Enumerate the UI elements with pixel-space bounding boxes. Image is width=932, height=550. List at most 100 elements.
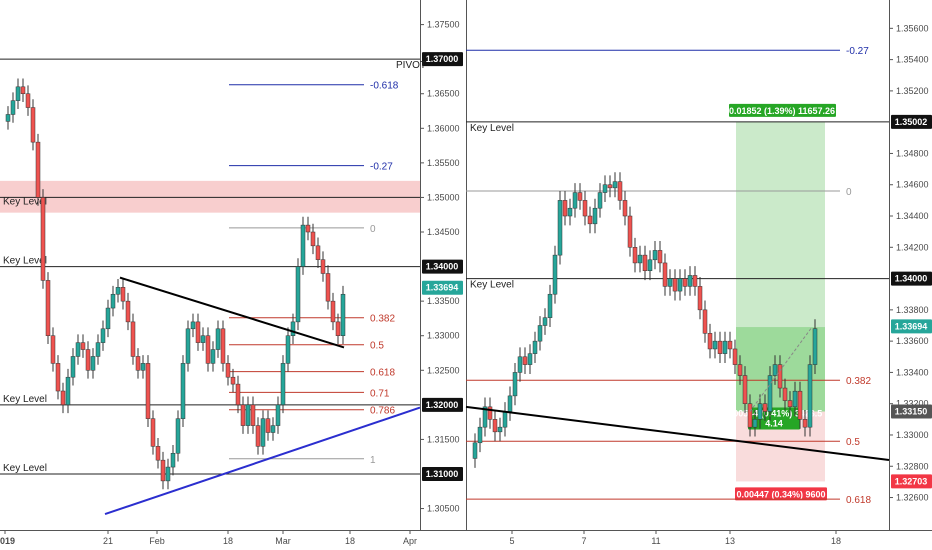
left-price-tag: 1.37000 (426, 54, 459, 64)
left-key-level-label: Key Level (3, 196, 47, 207)
right-fib-label: 0.618 (846, 495, 871, 506)
left-candle-body (175, 418, 181, 454)
right-candle-body (492, 419, 498, 433)
left-tick-label: 1.35000 (427, 192, 460, 202)
right-candle-body (537, 325, 543, 342)
right-candle-body (662, 262, 668, 287)
left-fib-label: 0.71 (370, 388, 390, 399)
right-candle-body (642, 254, 648, 272)
left-candle-body (130, 321, 136, 357)
right-tick-label: 1.33200 (896, 399, 929, 409)
right-candle-body (587, 215, 593, 225)
right-price-tag: 1.32703 (895, 476, 928, 486)
left-key-level-label: Key Level (3, 256, 47, 267)
left-x-tick-label: Feb (149, 536, 165, 546)
right-candle-body (717, 340, 723, 354)
right-price-tag-bg (891, 404, 932, 419)
right-price-tag-bg (891, 319, 932, 334)
left-tick-label: 1.34500 (427, 227, 460, 237)
left-price-tag-bg (422, 466, 463, 481)
left-candle-body (10, 100, 16, 115)
right-candles (472, 172, 818, 468)
right-candle-body (657, 250, 663, 264)
left-candle-body (290, 321, 296, 336)
position-stop-label: 0.00447 (0.34%) 9600 (736, 489, 825, 499)
left-candle-body (200, 335, 206, 343)
right-tick-label: 1.35600 (896, 23, 929, 33)
left-candle-body (315, 245, 321, 260)
left-candle-body (115, 287, 121, 295)
right-candle-body (557, 200, 563, 256)
left-tick-label: 1.33000 (427, 331, 460, 341)
left-fib-label: 0.786 (370, 406, 395, 417)
left-x-tick-label: 18 (223, 536, 233, 546)
left-price-tag: 1.32000 (426, 400, 459, 410)
left-candle-body (195, 321, 201, 343)
left-price-tag-bg (422, 397, 463, 412)
pivot-label: PIVOT (396, 60, 426, 71)
left-tick-label: 1.36500 (427, 89, 460, 99)
left-candle-body (100, 328, 106, 343)
left-candle-body (255, 425, 261, 447)
position-target-label-bg (729, 103, 836, 117)
left-candle-body (215, 328, 221, 350)
right-candle-body (707, 333, 713, 350)
right-candle-body (687, 275, 693, 287)
left-candle-body (85, 349, 91, 371)
left-tick-label: 1.31500 (427, 434, 460, 444)
left-candle-body (225, 363, 231, 378)
left-candle-body (80, 342, 86, 350)
right-candle-body (792, 390, 798, 408)
left-candle-body (270, 425, 276, 433)
left-price-tag: 1.33694 (426, 283, 459, 293)
left-candle-body (15, 86, 21, 101)
left-candle-body (250, 404, 256, 426)
left-price-tag-bg (422, 52, 463, 67)
right-candle-body (677, 278, 683, 292)
left-candle-body (220, 328, 226, 364)
left-x-tick-label: Apr (403, 536, 417, 546)
left-candle-body (325, 273, 331, 302)
left-fib-label: -0.27 (370, 162, 393, 173)
left-candle-body (190, 321, 196, 330)
right-candle-body (757, 403, 763, 420)
left-candle-body (30, 107, 36, 143)
left-candle-body (330, 300, 336, 323)
left-candle-body (180, 363, 186, 419)
left-candle-body (120, 287, 126, 302)
right-candle-body (502, 411, 508, 428)
right-candle-body (807, 364, 813, 428)
position-ratio-label: 4.14 (765, 419, 783, 429)
right-candle-body (727, 340, 733, 350)
left-tick-label: 1.37500 (427, 20, 460, 30)
left-tick-label: 1.33500 (427, 296, 460, 306)
right-tick-label: 1.33400 (896, 367, 929, 377)
left-candle-body (145, 363, 151, 419)
left-price-tag: 1.34000 (426, 262, 459, 272)
left-candle-body (310, 231, 316, 247)
right-candle-body (482, 406, 488, 428)
left-candle-body (140, 363, 146, 371)
right-tick-label: 1.33000 (896, 430, 929, 440)
left-fib-label: 0 (370, 224, 376, 235)
right-candle-body (762, 403, 768, 412)
left-candle-body (20, 86, 26, 94)
supply-zone (0, 180, 420, 213)
right-candle-body (782, 387, 788, 401)
left-support-trendline (104, 406, 421, 516)
right-candle-body (477, 426, 483, 444)
right-tick-label: 1.34800 (896, 148, 929, 158)
left-price-tag-bg (422, 259, 463, 274)
right-tick-label: 1.34400 (896, 211, 929, 221)
left-candle-body (300, 224, 306, 267)
right-price-tag-bg (891, 474, 932, 489)
left-candle-body (285, 335, 291, 364)
left-key-level-label: Key Level (3, 394, 47, 405)
right-candle-body (532, 340, 538, 354)
position-target-label: 0.01852 (1.39%) 11657.26 (729, 106, 835, 116)
right-candle-body (592, 207, 598, 225)
right-candle-body (487, 406, 493, 420)
right-price-tag: 1.33150 (895, 407, 928, 417)
left-candle-body (70, 356, 76, 378)
